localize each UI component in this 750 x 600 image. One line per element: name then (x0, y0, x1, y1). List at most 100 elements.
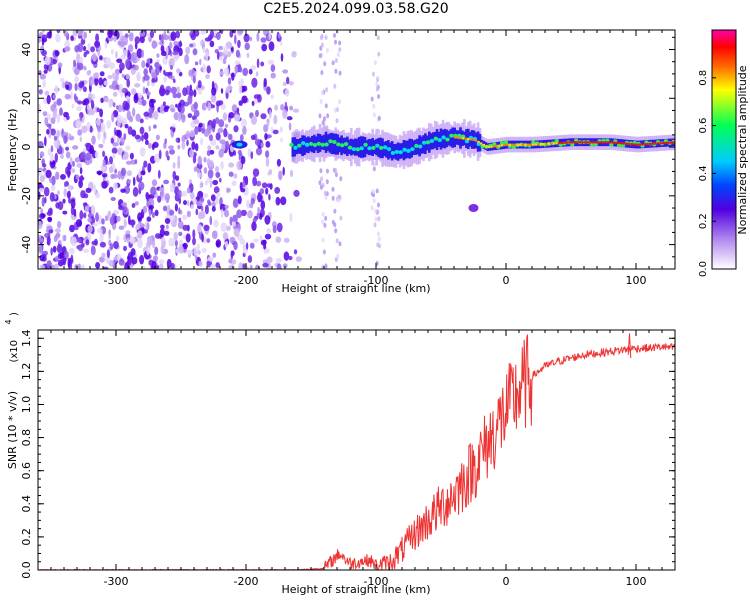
noise-speckle (189, 84, 192, 91)
noise-speckle (158, 263, 164, 269)
noise-speckle (214, 166, 220, 172)
noise-speckle (108, 186, 114, 194)
signal-ridge (646, 143, 649, 146)
noise-speckle (75, 120, 82, 129)
noise-speckle (153, 110, 159, 120)
noise-speckle (181, 141, 186, 150)
noise-speckle (183, 200, 187, 206)
signal-highlight (301, 141, 306, 146)
noise-speckle (53, 138, 58, 148)
sparse-speckle (320, 70, 324, 76)
noise-speckle (163, 179, 170, 185)
figure-title: C2E5.2024.099.03.58.G20 (263, 1, 448, 17)
noise-speckle (83, 193, 89, 199)
noise-speckle (89, 125, 93, 133)
sparse-speckle (334, 168, 338, 174)
noise-speckle (206, 178, 212, 183)
noise-speckle (197, 87, 203, 95)
noise-speckle (146, 235, 153, 246)
noise-speckle (270, 126, 274, 133)
noise-speckle (162, 101, 166, 107)
noise-speckle (192, 237, 196, 246)
noise-speckle (222, 112, 228, 121)
noise-speckle (85, 239, 90, 246)
noise-speckle (46, 31, 52, 39)
noise-speckle (57, 62, 63, 68)
noise-speckle (235, 49, 240, 58)
noise-speckle (200, 30, 207, 35)
noise-speckle (74, 67, 80, 76)
noise-speckle (246, 52, 250, 59)
signal-core (355, 138, 359, 156)
noise-speckle (178, 231, 183, 237)
signal-ridge (563, 141, 566, 144)
noise-speckle (39, 73, 47, 80)
noise-speckle (56, 30, 61, 34)
signal-ridge (664, 141, 667, 144)
noise-speckle (265, 141, 271, 148)
noise-speckle (222, 232, 229, 240)
noise-speckle (229, 30, 234, 38)
noise-speckle (119, 62, 125, 71)
noise-speckle (249, 242, 255, 249)
isolated-blob (468, 204, 479, 212)
noise-speckle (43, 69, 48, 74)
noise-speckle (101, 218, 105, 225)
signal-highlight (340, 143, 345, 148)
signal-highlight (332, 140, 337, 144)
noise-speckle (200, 210, 206, 219)
noise-speckle (196, 224, 203, 233)
noise-speckle (266, 228, 272, 234)
noise-speckle (280, 137, 283, 143)
noise-speckle (167, 204, 170, 212)
noise-speckle (273, 114, 278, 125)
signal-ridge (459, 137, 462, 140)
signal-highlight (616, 143, 622, 148)
noise-speckle (236, 160, 243, 171)
noise-speckle (170, 86, 177, 95)
noise-speckle (44, 116, 49, 126)
sparse-speckle (376, 35, 380, 41)
noise-speckle (95, 212, 99, 222)
signal-core (334, 133, 337, 155)
noise-speckle (219, 71, 224, 76)
noise-speckle (276, 158, 281, 167)
noise-speckle (177, 159, 181, 169)
noise-speckle (146, 91, 151, 96)
noise-speckle (260, 113, 267, 120)
noise-speckle (147, 162, 152, 173)
noise-speckle (148, 198, 155, 208)
signal-ridge (508, 143, 511, 146)
noise-speckle (83, 45, 87, 52)
signal-core (408, 138, 412, 159)
noise-speckle (60, 154, 64, 160)
noise-speckle (163, 76, 167, 83)
noise-speckle (282, 263, 288, 269)
noise-speckle (120, 36, 126, 42)
noise-speckle (245, 242, 249, 250)
noise-speckle (190, 32, 196, 41)
sparse-speckle (377, 216, 381, 222)
noise-speckle (217, 127, 224, 134)
noise-speckle (180, 104, 185, 114)
noise-speckle (96, 107, 100, 113)
noise-speckle (280, 196, 287, 206)
noise-speckle (110, 48, 114, 55)
noise-speckle (172, 51, 179, 56)
signal-core (377, 137, 380, 157)
noise-speckle (276, 263, 282, 269)
signal-ridge (539, 143, 543, 146)
noise-speckle (134, 134, 141, 140)
noise-speckle (215, 262, 220, 269)
snr-scale-prefix: (x10 (9, 340, 20, 363)
noise-speckle (95, 33, 100, 43)
signal-highlight (609, 142, 614, 147)
noise-speckle (256, 32, 260, 42)
noise-speckle (176, 92, 182, 99)
signal-ridge (558, 142, 561, 145)
signal-highlight (363, 142, 368, 147)
noise-speckle (104, 215, 109, 222)
noise-speckle (108, 229, 111, 236)
noise-speckle (43, 186, 50, 197)
noise-speckle (266, 118, 270, 127)
